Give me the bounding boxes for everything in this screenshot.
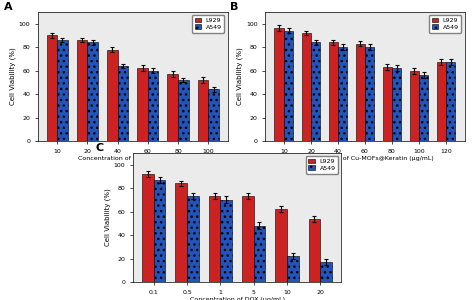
Text: C: C	[95, 143, 103, 153]
Bar	[383, 67, 392, 141]
Bar	[137, 68, 148, 141]
Bar	[57, 40, 68, 141]
Bar	[446, 62, 456, 141]
X-axis label: Concentration of DOX (μg/mL): Concentration of DOX (μg/mL)	[190, 297, 284, 300]
Bar	[309, 219, 320, 282]
Bar	[118, 66, 128, 141]
Bar	[167, 74, 178, 141]
Bar	[187, 196, 199, 282]
Bar	[338, 47, 347, 141]
Bar	[175, 184, 187, 282]
Bar	[410, 70, 419, 141]
Y-axis label: Cell Viability (%): Cell Viability (%)	[9, 48, 16, 105]
Bar	[77, 40, 87, 141]
Bar	[254, 226, 265, 282]
Bar	[320, 262, 332, 282]
Bar	[419, 75, 428, 141]
Bar	[209, 196, 220, 282]
Bar	[148, 70, 158, 141]
Bar	[220, 200, 232, 282]
Bar	[365, 47, 374, 141]
Bar	[301, 33, 311, 141]
Bar	[287, 256, 299, 282]
Bar	[284, 31, 293, 141]
Bar	[198, 80, 208, 141]
Bar	[274, 28, 284, 141]
Bar	[311, 43, 320, 141]
Text: B: B	[229, 2, 238, 12]
Text: A: A	[4, 2, 12, 12]
Y-axis label: Cell Viability (%): Cell Viability (%)	[104, 189, 110, 246]
Bar	[154, 180, 165, 282]
Bar	[142, 174, 154, 282]
Bar	[437, 62, 446, 141]
Legend: L929, A549: L929, A549	[192, 15, 224, 32]
Bar	[107, 50, 118, 141]
X-axis label: Concentration of Cu-MOFs (μg/mL): Concentration of Cu-MOFs (μg/mL)	[78, 156, 187, 161]
X-axis label: Concentration of Cu-MOFs@Keratin (μg/mL): Concentration of Cu-MOFs@Keratin (μg/mL)	[296, 156, 434, 161]
Legend: L929, A549: L929, A549	[306, 156, 338, 173]
Bar	[356, 44, 365, 141]
Bar	[242, 196, 254, 282]
Bar	[208, 89, 219, 141]
Bar	[392, 68, 401, 141]
Bar	[178, 80, 189, 141]
Bar	[87, 43, 98, 141]
Y-axis label: Cell Viability (%): Cell Viability (%)	[237, 48, 243, 105]
Bar	[275, 209, 287, 282]
Bar	[328, 43, 338, 141]
Bar	[46, 35, 57, 141]
Legend: L929, A549: L929, A549	[429, 15, 461, 32]
